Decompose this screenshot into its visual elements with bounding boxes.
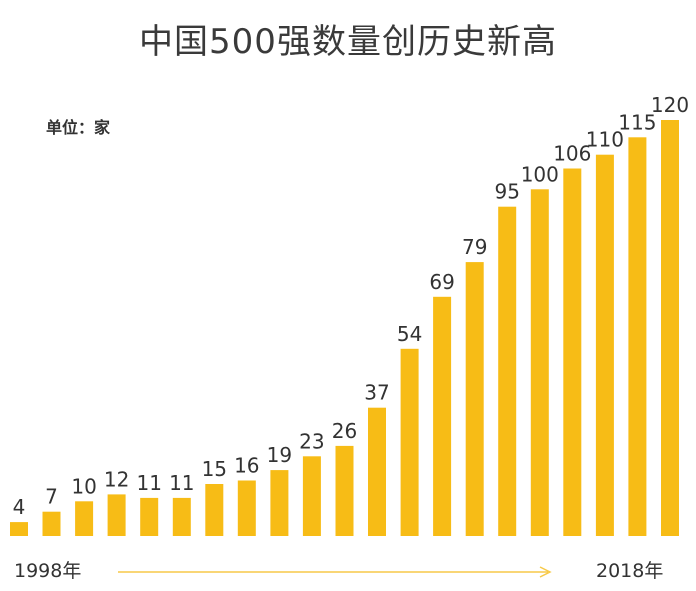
bar-18 xyxy=(595,154,614,536)
bar-value-label-10: 26 xyxy=(332,419,357,443)
bar-value-label-11: 37 xyxy=(364,381,389,405)
bar-value-label-4: 11 xyxy=(136,471,161,495)
bar-value-label-16: 100 xyxy=(521,162,559,186)
bar-value-label-17: 106 xyxy=(553,142,591,166)
bar-value-label-2: 10 xyxy=(71,474,96,498)
bar-value-label-0: 4 xyxy=(13,495,26,519)
chart-title: 中国500强数量创历史新高 xyxy=(139,22,557,62)
bar-value-label-13: 69 xyxy=(429,270,454,294)
start-year-label: 1998年 xyxy=(14,560,82,582)
bar-14 xyxy=(465,262,484,536)
bar-value-label-1: 7 xyxy=(45,485,58,509)
bar-19 xyxy=(628,137,647,537)
bar-value-label-14: 79 xyxy=(462,235,487,259)
bar-value-label-19: 115 xyxy=(618,110,656,134)
bar-8 xyxy=(270,470,289,536)
bar-2 xyxy=(75,501,94,536)
bar-1 xyxy=(42,511,61,536)
bar-16 xyxy=(530,189,549,537)
bar-0 xyxy=(10,522,28,536)
bar-value-label-12: 54 xyxy=(397,322,422,346)
bar-value-label-7: 16 xyxy=(234,454,259,478)
end-year-label: 2018年 xyxy=(596,560,664,582)
bar-20 xyxy=(661,120,679,536)
bar-6 xyxy=(205,484,224,536)
bar-10 xyxy=(335,445,354,536)
timeline-arrow-icon xyxy=(118,566,552,578)
bar-9 xyxy=(302,456,321,536)
bar-value-label-5: 11 xyxy=(169,471,194,495)
bar-4 xyxy=(140,497,159,536)
bar-7 xyxy=(237,480,256,536)
bar-15 xyxy=(498,206,517,536)
bar-value-label-8: 19 xyxy=(267,443,292,467)
bar-3 xyxy=(107,494,126,536)
bar-value-label-20: 120 xyxy=(651,93,689,117)
bar-value-label-3: 12 xyxy=(104,467,129,491)
bar-value-label-18: 110 xyxy=(586,128,624,152)
bar-11 xyxy=(368,407,386,536)
bar-17 xyxy=(563,168,582,536)
bar-5 xyxy=(172,497,191,536)
bar-12 xyxy=(400,348,419,536)
bar-value-label-15: 95 xyxy=(494,180,519,204)
bar-13 xyxy=(433,296,452,536)
unit-label: 单位：家 xyxy=(46,118,111,137)
bar-value-label-6: 15 xyxy=(202,457,227,481)
bar-value-label-9: 23 xyxy=(299,429,324,453)
